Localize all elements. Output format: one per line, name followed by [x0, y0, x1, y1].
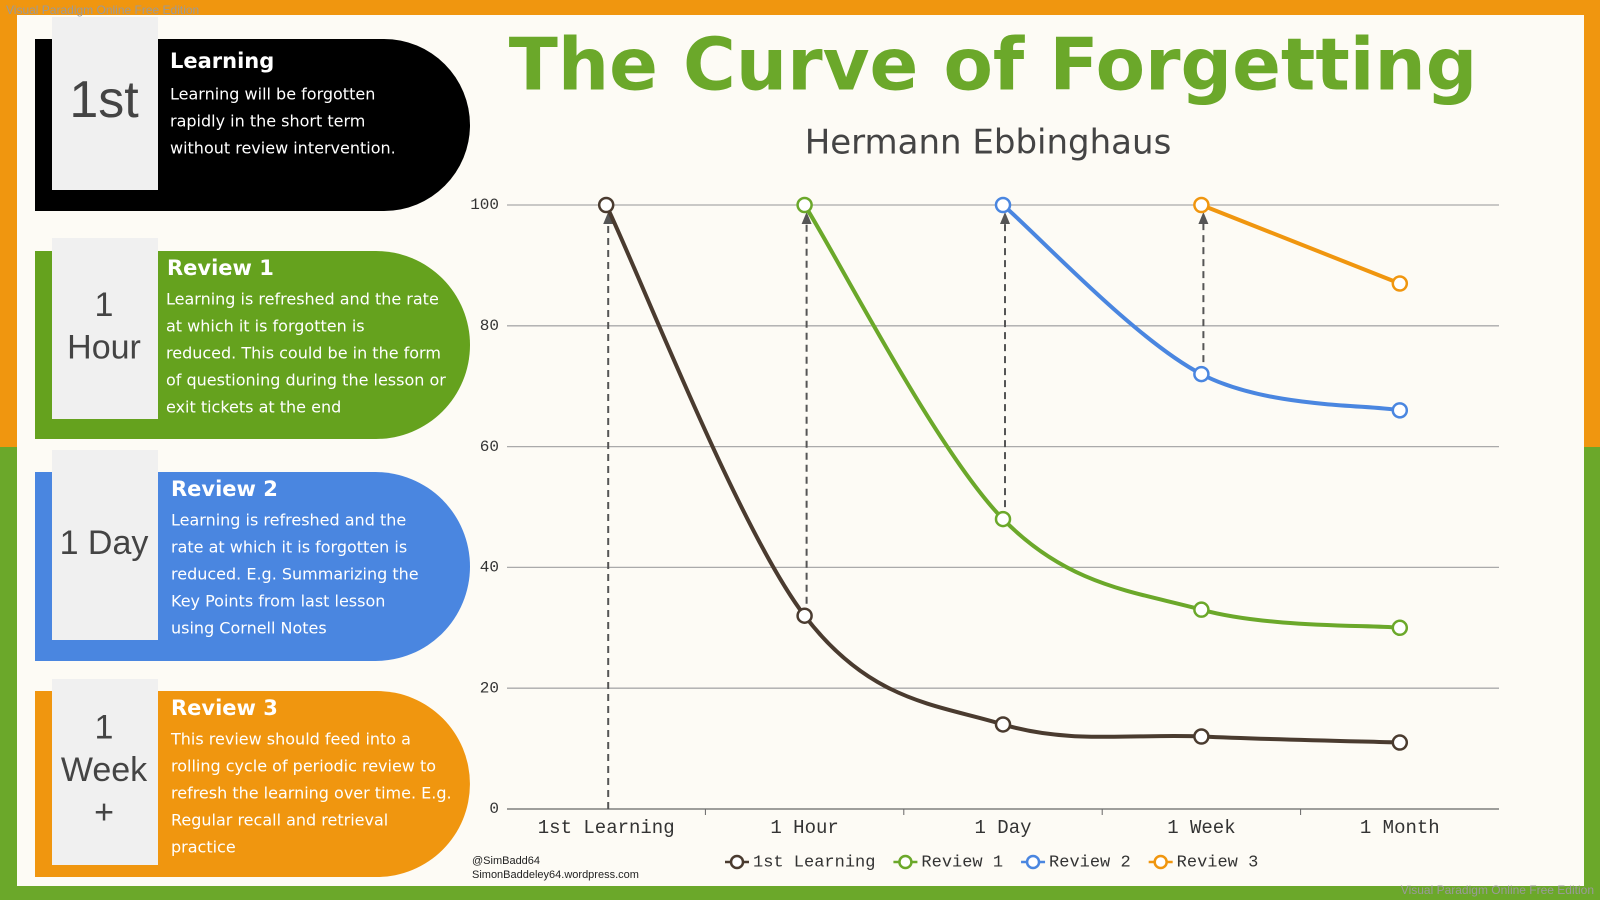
- arrow-head: [801, 212, 812, 224]
- x-tick-label: 1st Learning: [538, 817, 675, 839]
- card-body: of questioning during the lesson or: [166, 371, 446, 390]
- card-label: 1: [95, 708, 114, 746]
- y-tick-label: 80: [480, 317, 499, 335]
- legend-marker: [729, 854, 745, 870]
- card-body: practice: [171, 838, 236, 857]
- card-title: Review 3: [171, 696, 278, 720]
- data-point: [994, 716, 1012, 733]
- y-tick-label: 60: [480, 438, 499, 456]
- card-label: 1: [95, 286, 114, 324]
- credit: SimonBaddeley64.wordpress.com: [472, 869, 639, 881]
- card-label: Week: [61, 751, 148, 789]
- x-tick-label: 1 Hour: [770, 817, 838, 839]
- chart-title: The Curve of Forgetting: [509, 23, 1477, 107]
- legend-label: Review 3: [1177, 853, 1259, 872]
- card-body: refresh the learning over time. E.g.: [171, 784, 452, 803]
- y-tick-label: 0: [489, 800, 499, 818]
- legend-label: Review 1: [921, 853, 1003, 872]
- data-point: [1193, 728, 1210, 745]
- y-tick-label: 100: [470, 196, 499, 214]
- series-line: [1200, 203, 1401, 286]
- data-point: [796, 607, 813, 624]
- legend-marker: [1153, 854, 1168, 870]
- arrow-head: [603, 212, 614, 224]
- series-line: [802, 203, 1400, 630]
- card-body: Learning is refreshed and the rate: [166, 290, 439, 309]
- data-point: [1391, 734, 1409, 751]
- card-label: 1 Day: [60, 524, 149, 562]
- card-title: Learning: [170, 49, 274, 73]
- card-title: Review 1: [167, 256, 274, 280]
- x-tick-label: 1 Month: [1360, 817, 1440, 839]
- card-body: rapidly in the short term: [170, 112, 365, 131]
- data-point: [1193, 601, 1210, 618]
- series-line: [604, 204, 1400, 745]
- x-tick-label: 1 Week: [1167, 817, 1235, 839]
- card-body: using Cornell Notes: [171, 619, 327, 638]
- data-point: [796, 196, 813, 214]
- card-body: exit tickets at the end: [166, 398, 341, 417]
- card-label: +: [94, 793, 114, 831]
- card-body: at which it is forgotten is: [166, 317, 365, 336]
- watermark: Visual Paradigm Online Free Edition: [1401, 883, 1594, 897]
- credit: @SimBadd64: [472, 855, 540, 867]
- data-point: [1193, 196, 1210, 214]
- card-body: reduced. This could be in the form: [166, 344, 441, 363]
- data-point: [1391, 619, 1409, 637]
- chart-subtitle: Hermann Ebbinghaus: [805, 123, 1172, 163]
- card-label-box: [52, 679, 158, 865]
- card-label-box: [52, 17, 158, 190]
- x-tick-label: 1 Day: [974, 817, 1031, 839]
- card-label-box: [52, 238, 158, 419]
- card-body: Regular recall and retrieval: [171, 811, 388, 830]
- watermark: Visual Paradigm Online Free Edition: [6, 3, 199, 17]
- legend-marker: [898, 854, 913, 870]
- card-body: Key Points from last lesson: [171, 592, 385, 611]
- data-point: [1391, 402, 1409, 419]
- data-point: [994, 510, 1012, 528]
- legend-label: Review 2: [1049, 853, 1131, 872]
- card-body: This review should feed into a: [170, 730, 411, 749]
- data-point: [1193, 365, 1210, 383]
- card-body: Learning is refreshed and the: [171, 511, 406, 530]
- card-body: rolling cycle of periodic review to: [171, 757, 436, 776]
- card-label: Hour: [67, 329, 141, 367]
- card-title: Review 2: [171, 477, 278, 501]
- legend-label: 1st Learning: [753, 853, 875, 872]
- data-point: [1391, 275, 1409, 292]
- arrow-head: [1198, 212, 1209, 224]
- card-body: without review intervention.: [170, 139, 396, 158]
- card-label: 1st: [69, 71, 139, 129]
- card-body: Learning will be forgotten: [170, 85, 375, 104]
- data-point: [994, 196, 1012, 214]
- card-body: reduced. E.g. Summarizing the: [171, 565, 419, 584]
- card-body: rate at which it is forgotten is: [171, 538, 407, 557]
- y-tick-label: 20: [480, 679, 499, 697]
- legend-marker: [1025, 854, 1041, 870]
- y-tick-label: 40: [480, 559, 499, 577]
- card-label-box: [52, 450, 158, 640]
- data-point: [597, 196, 615, 214]
- arrow-head: [1000, 212, 1010, 224]
